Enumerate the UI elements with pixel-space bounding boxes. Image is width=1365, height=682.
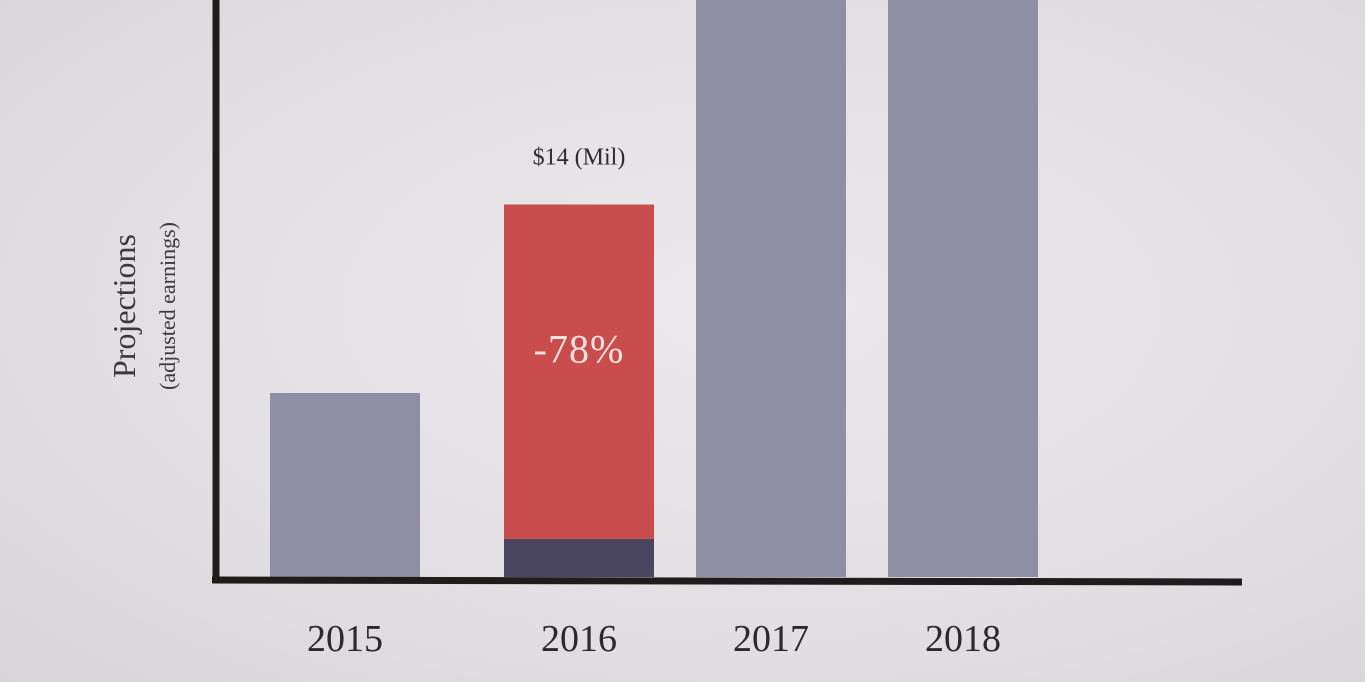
y-axis-subtitle: (adjusted earnings)	[155, 222, 180, 390]
x-tick-label: 2016	[541, 618, 617, 660]
bar-2017	[696, 0, 846, 577]
annotations-group: $14 (Mil) -78%	[533, 145, 626, 372]
tick-labels-group: 2015 2016 2017 2018	[307, 618, 1001, 660]
bar-2016-drop	[504, 204, 654, 539]
x-axis-line	[211, 576, 1243, 586]
bar-2015	[270, 393, 420, 577]
percent-change-label: -78%	[534, 327, 625, 372]
y-axis-label-group: Projections (adjusted earnings)	[106, 222, 180, 390]
bars-group	[270, 0, 1038, 577]
y-axis-title: Projections	[106, 234, 142, 378]
bar-2018	[888, 0, 1038, 577]
bar-value-label: $14 (Mil)	[533, 145, 626, 171]
bar-2016-remaining	[504, 538, 654, 577]
x-tick-label: 2018	[925, 618, 1001, 660]
x-tick-label: 2015	[307, 618, 383, 660]
x-tick-label: 2017	[733, 618, 809, 660]
